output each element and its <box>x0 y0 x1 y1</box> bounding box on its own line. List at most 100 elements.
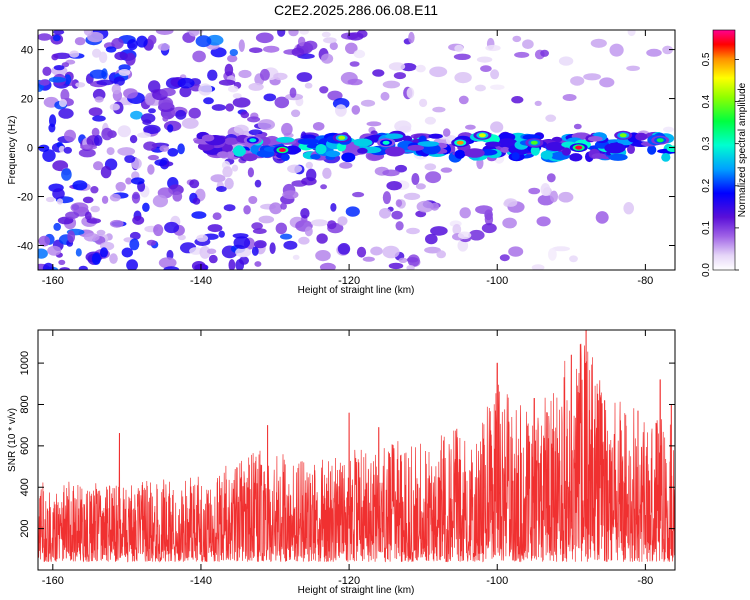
noise-blob <box>228 259 236 270</box>
noise-blob <box>147 164 155 175</box>
noise-blob <box>406 227 420 235</box>
y-tick-label: 0 <box>27 143 33 155</box>
noise-blob <box>154 159 168 167</box>
noise-blob <box>326 220 337 230</box>
noise-blob <box>177 143 185 155</box>
noise-blob <box>96 229 106 236</box>
noise-blob <box>545 114 557 122</box>
noise-blob <box>109 103 121 111</box>
colorbar-ticks: 0.0 0.1 0.2 0.3 0.4 0.5 <box>701 52 739 277</box>
noise-blob <box>98 51 108 63</box>
noise-blob <box>136 35 148 48</box>
noise-blob <box>65 211 80 219</box>
noise-blob <box>177 77 195 89</box>
noise-blob <box>481 223 497 234</box>
noise-blob <box>88 107 103 117</box>
noise-blob <box>167 148 179 157</box>
noise-blob <box>321 31 331 38</box>
noise-blob <box>287 164 303 174</box>
x-tick-label: -160 <box>42 275 64 287</box>
noise-blob <box>321 53 334 64</box>
noise-blob <box>552 246 570 252</box>
noise-blob <box>188 107 201 119</box>
noise-blob <box>189 247 203 255</box>
noise-blob <box>188 30 200 37</box>
noise-blob <box>398 257 408 263</box>
noise-blob <box>225 103 234 112</box>
noise-blob <box>58 259 66 265</box>
band-blob <box>407 144 425 151</box>
noise-blob <box>125 177 132 185</box>
noise-blob <box>248 129 263 136</box>
noise-blob <box>424 116 436 125</box>
noise-blob <box>453 53 471 60</box>
noise-blob <box>238 69 252 79</box>
noise-blob <box>424 163 437 171</box>
noise-blob <box>143 124 161 134</box>
noise-blob <box>322 167 332 179</box>
noise-blob <box>330 203 337 212</box>
colorbar-label: Normalized spectral amplitude <box>737 82 748 217</box>
noise-blob <box>227 85 239 93</box>
noise-blob <box>89 69 107 79</box>
noise-blob <box>61 62 70 68</box>
noise-blob <box>232 233 249 239</box>
noise-blob <box>91 127 100 137</box>
noise-blob <box>424 246 441 254</box>
noise-blob <box>231 164 239 172</box>
noise-blob <box>251 246 259 256</box>
noise-blob <box>304 226 313 237</box>
noise-blob <box>255 32 274 44</box>
noise-blob <box>210 47 227 58</box>
x-tick-label: -120 <box>338 575 360 587</box>
band-blob <box>604 142 626 154</box>
noise-blob <box>121 247 133 258</box>
noise-blob <box>395 164 407 173</box>
noise-blob <box>131 191 141 204</box>
noise-blob <box>42 262 54 270</box>
noise-blob <box>353 49 366 59</box>
noise-blob <box>218 230 225 238</box>
noise-blob <box>320 184 327 190</box>
noise-blob <box>216 186 227 192</box>
noise-blob <box>229 49 238 56</box>
noise-blob <box>61 168 72 181</box>
noise-blob <box>109 219 124 228</box>
noise-blob <box>289 87 297 98</box>
noise-blob <box>323 37 337 44</box>
noise-blob <box>59 267 71 270</box>
noise-blob <box>75 82 86 88</box>
band-blob <box>201 134 215 142</box>
band-peak <box>338 135 346 140</box>
noise-blob <box>100 247 108 258</box>
band-blob <box>530 145 540 156</box>
band-blob <box>428 133 443 139</box>
noise-blob <box>93 161 104 171</box>
band-blob <box>540 150 553 160</box>
snr-series-line <box>38 330 675 563</box>
noise-blob <box>415 183 426 190</box>
noise-blob <box>93 135 103 146</box>
band-blob <box>384 146 405 157</box>
noise-blob <box>362 256 375 262</box>
noise-blob <box>232 93 242 99</box>
noise-blob <box>198 83 213 96</box>
noise-blob <box>662 45 673 55</box>
band-blob <box>341 152 356 163</box>
noise-blob <box>130 110 143 120</box>
noise-blob <box>164 221 180 234</box>
x-tick-label: -80 <box>637 575 653 587</box>
noise-blob <box>457 231 472 240</box>
noise-blob <box>490 69 500 80</box>
noise-blob <box>292 254 300 260</box>
noise-blob <box>372 69 385 77</box>
noise-blob <box>56 198 64 205</box>
noise-blob <box>131 177 145 185</box>
band-peak <box>478 133 486 138</box>
noise-blob <box>454 44 464 53</box>
noise-blob <box>305 161 313 169</box>
band-blob <box>647 145 657 155</box>
noise-blob <box>609 43 624 57</box>
noise-blob <box>148 108 156 114</box>
noise-blob <box>366 121 382 127</box>
